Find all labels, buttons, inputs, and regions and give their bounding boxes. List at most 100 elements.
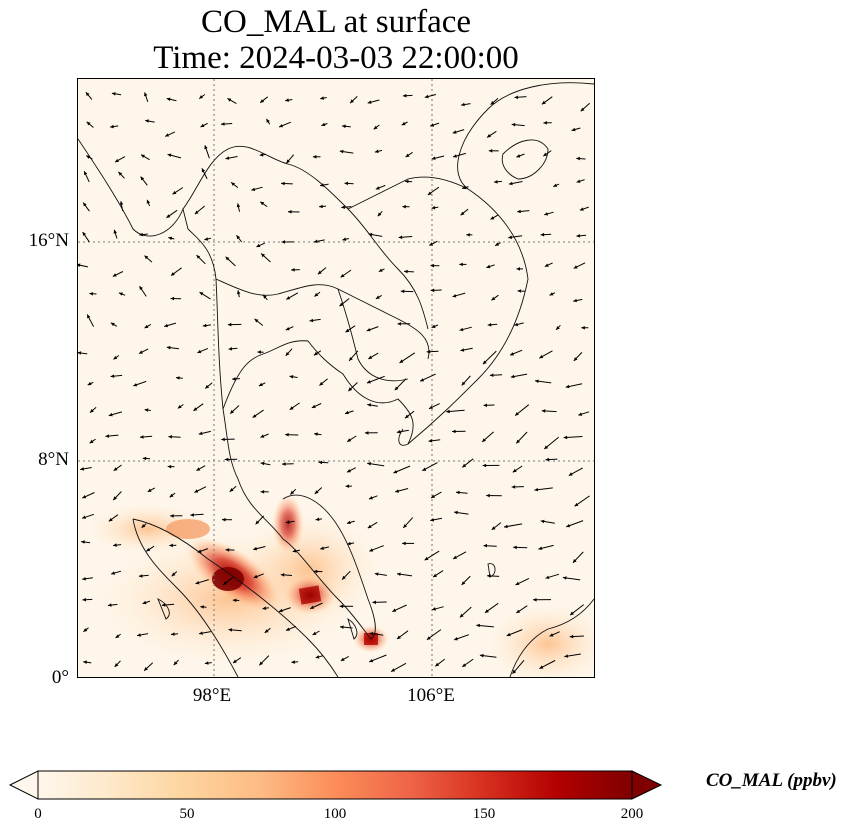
wind-arrow-head [228,347,233,351]
wind-arrow-head [195,580,200,585]
wind-arrow-head [312,155,317,159]
wind-arrow-head [563,435,568,440]
co-plume-layer [88,494,594,677]
wind-arrow-head [513,545,517,550]
wind-arrow-head [341,205,345,209]
wind-arrow-head [138,574,143,578]
wind-arrow-head [431,324,436,328]
wind-arrow-head [229,488,234,492]
wind-arrow-head [286,627,290,631]
wind-arrow-head [350,99,354,104]
wind-arrow-head [194,489,199,493]
wind-arrow-head [476,623,480,628]
wind-arrow-head [346,520,351,525]
wind-arrow-head [424,94,429,99]
wind-arrow-head [490,216,495,220]
wind-arrow-head [549,292,554,296]
wind-arrow-head [261,253,265,258]
wind-arrow-head [236,290,241,295]
plume-andaman [88,504,208,554]
wind-arrow-head [573,298,577,303]
wind-arrow-head [264,629,269,633]
wind-arrow-head [313,239,318,244]
wind-arrow-head [538,546,543,550]
wind-arrow-head [378,268,383,272]
wind-arrow-head [223,581,227,585]
wind-arrow-head [369,496,373,500]
wind-arrow-head [288,210,292,214]
wind-arrow-head [256,243,261,248]
wind-arrow-head [573,357,578,361]
wind-arrow-head [111,92,116,96]
wind-arrow-head [225,256,230,261]
wind-arrow-head [339,302,344,307]
wind-arrow-head [486,493,490,498]
wind-arrow-head [314,432,318,436]
wind-arrow-head [405,414,409,419]
wind-arrow-head [454,510,458,515]
wind-arrow-head [115,158,119,163]
wind-arrow-head [139,232,143,237]
wind-arrow-head [431,205,436,210]
wind-arrow-head [113,467,118,471]
wind-arrow-head [169,543,173,548]
wind-arrow-head [454,637,458,641]
wind-arrow-head [515,581,520,585]
map-title: CO_MAL at surface [200,4,472,40]
wind-arrow-head [540,232,545,237]
wind-arrow-head [375,295,380,299]
wind-arrow-head [193,407,198,411]
wind-arrow-head [367,403,372,407]
wind-arrow-head [430,263,435,268]
wind-arrow-head [285,352,290,356]
wind-arrow-head [347,541,351,546]
wind-arrow-head [253,546,257,551]
wind-arrow-head [580,107,585,112]
wind-arrow-head [516,267,520,271]
wind-arrow-head [282,462,286,466]
wind-arrow-head [170,514,174,518]
wind-arrow-head [395,489,399,493]
wind-arrow-head [144,667,148,671]
wind-arrow-head [424,556,429,561]
wind-arrow-head [80,467,84,471]
wind-arrow-head [565,384,570,389]
lon-label-98e: 98°E [192,685,232,706]
wind-arrow-head [374,149,379,153]
wind-arrow-head [401,121,406,126]
wind-arrow-head [367,380,371,384]
wind-vectors [78,91,591,675]
wind-arrow-head [369,659,374,663]
wind-arrow-head [344,181,348,186]
wind-arrow-head [110,124,114,129]
wind-arrow-head [514,322,519,327]
wind-arrow-head [286,159,290,164]
wind-arrow-head [319,204,323,209]
wind-arrow-head [145,119,149,123]
wind-arrow-head [367,524,372,529]
wind-arrow-head [279,608,283,613]
wind-arrow-head [141,524,146,528]
wind-arrow-head [433,573,437,578]
wind-arrow-head [89,439,94,444]
wind-arrow-head [422,467,427,471]
wind-arrow-head [254,318,259,323]
wind-arrow-head [485,609,489,613]
wind-arrow-head [176,376,180,380]
wind-arrow-head [231,182,235,186]
wind-arrow-head [221,437,225,442]
wind-arrow-head [512,669,517,674]
wind-arrow-head [255,520,260,525]
wind-arrow-head [339,604,344,609]
wind-arrow-head [420,378,425,382]
wind-arrow-head [78,351,82,355]
wind-arrow-head [576,234,580,238]
wind-arrow-head [82,577,86,581]
wind-arrow-head [578,412,583,416]
wind-arrow-head [286,296,291,300]
wind-arrow-head [574,502,579,507]
wind-arrow-head [279,124,283,128]
wind-arrow-head [545,575,550,579]
wind-arrow-head [511,485,516,489]
wind-arrow-head [461,102,465,107]
